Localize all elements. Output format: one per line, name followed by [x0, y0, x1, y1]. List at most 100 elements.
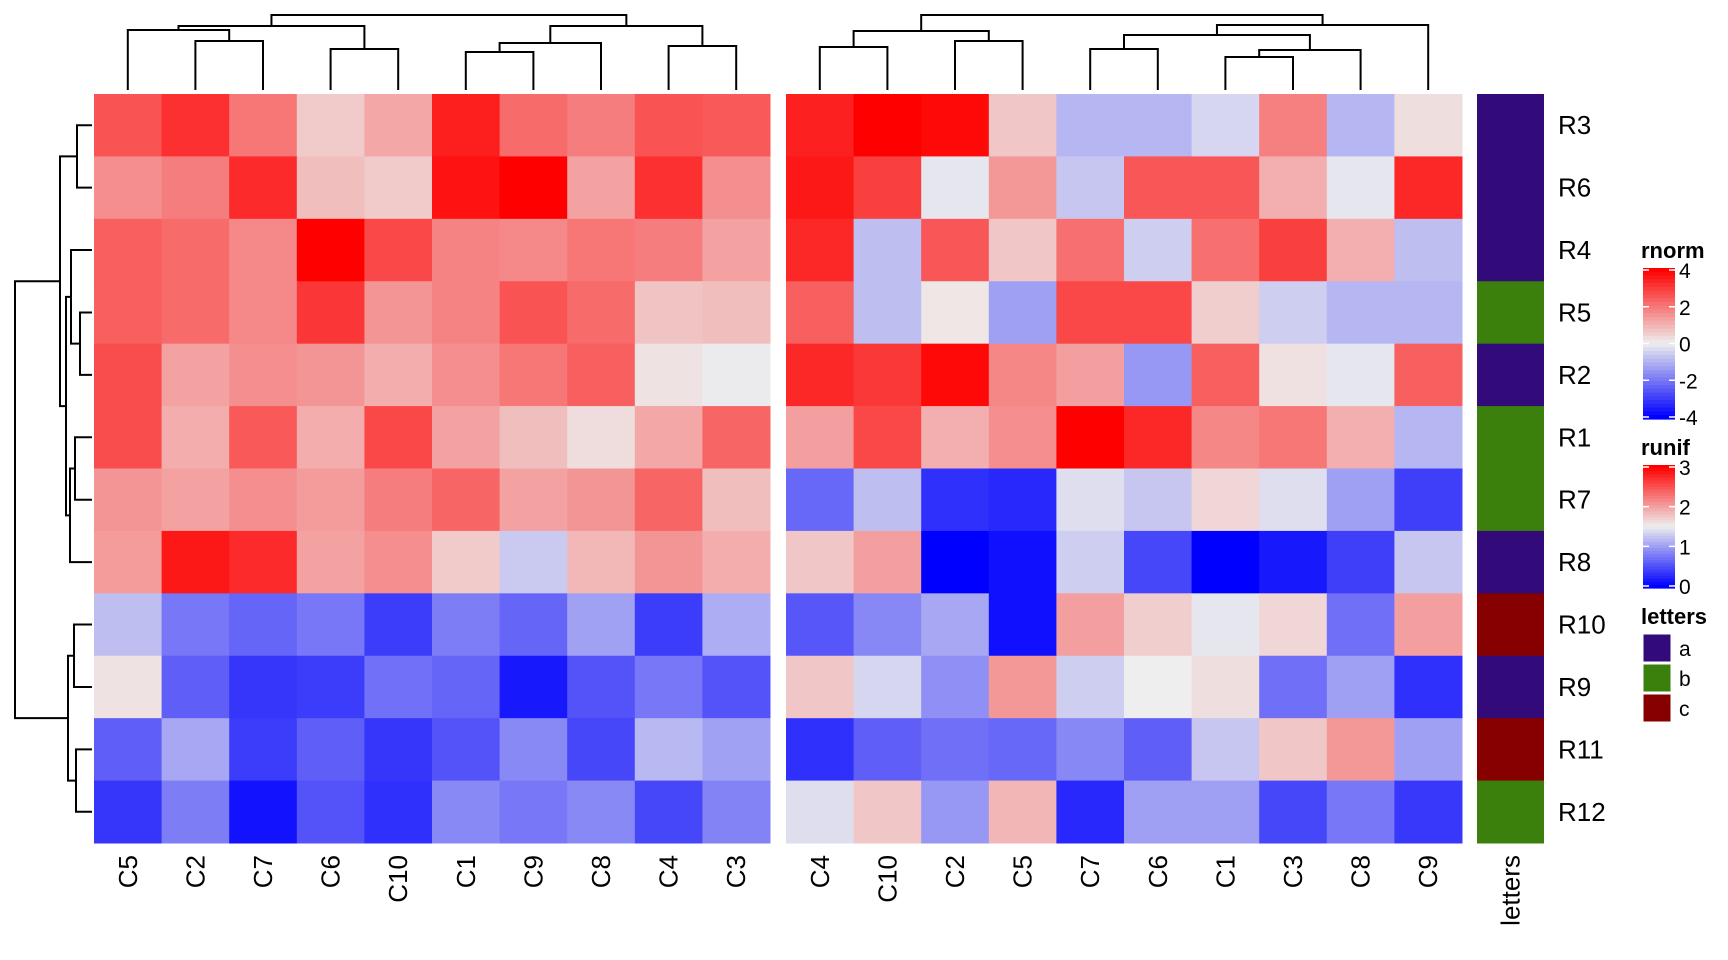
heatmap-cell — [853, 530, 922, 594]
column-label: C10 — [383, 855, 413, 903]
heatmap-cell — [296, 406, 365, 469]
annotation-cell — [1477, 218, 1544, 282]
heatmap-cell — [499, 343, 568, 407]
heatmap-cell — [988, 468, 1057, 532]
column-label: C7 — [248, 855, 278, 888]
heatmap-cell — [634, 468, 703, 532]
heatmap-cell — [702, 406, 771, 469]
heatmap-cell — [432, 94, 501, 157]
heatmap-cell — [1056, 343, 1125, 407]
legend-tick: 0 — [1679, 576, 1691, 599]
heatmap-cell — [94, 343, 163, 407]
column-label: C6 — [1143, 855, 1173, 888]
legend-title-rnorm: rnorm — [1641, 238, 1705, 263]
heatmap-cell — [432, 406, 501, 469]
heatmap-cell — [1259, 94, 1328, 157]
column-label: C2 — [180, 855, 210, 888]
row-label: R8 — [1558, 547, 1591, 577]
heatmap-cell — [1326, 718, 1395, 782]
heatmap-cell — [94, 94, 163, 157]
heatmap-cell — [786, 718, 855, 782]
heatmap-cell — [499, 780, 568, 844]
heatmap-cell — [702, 655, 771, 719]
heatmap-cell — [364, 343, 433, 407]
heatmap-cell — [432, 593, 501, 657]
row-dendrogram — [14, 124, 92, 813]
heatmap-cell — [921, 94, 990, 157]
heatmap-cell — [1191, 655, 1260, 719]
heatmap-cell — [1056, 530, 1125, 594]
heatmap-cell — [364, 281, 433, 345]
column-label: C3 — [1278, 855, 1308, 888]
column-label: C6 — [316, 855, 346, 888]
heatmap-cell — [94, 156, 163, 220]
heatmap-cell — [432, 218, 501, 282]
heatmap-cell — [432, 156, 501, 220]
heatmap-cell — [1191, 593, 1260, 657]
heatmap-cell — [634, 94, 703, 157]
heatmap-cell — [921, 655, 990, 719]
heatmap-cell — [364, 780, 433, 844]
heatmap-cell — [634, 218, 703, 282]
annotation-cell — [1477, 281, 1544, 345]
heatmap-cell — [921, 718, 990, 782]
heatmap-cell — [1394, 281, 1463, 345]
row-label: R7 — [1558, 485, 1591, 515]
row-label: R1 — [1558, 422, 1591, 452]
heatmap-cell — [229, 655, 298, 719]
heatmap-cell — [229, 468, 298, 532]
heatmap-cell — [161, 718, 230, 782]
heatmap-cell — [499, 655, 568, 719]
column-label: C8 — [586, 855, 616, 888]
heatmap-cell — [1124, 655, 1193, 719]
column-label: C1 — [451, 855, 481, 888]
column-label: C4 — [805, 855, 835, 888]
heatmap-cell — [921, 281, 990, 345]
heatmap-cell — [296, 718, 365, 782]
heatmap-cell — [1394, 406, 1463, 469]
heatmap-cell — [634, 655, 703, 719]
heatmap-cell — [296, 281, 365, 345]
column-dendrogram-right — [818, 14, 1430, 90]
heatmap-cell — [1326, 468, 1395, 532]
heatmap-cell — [1326, 406, 1395, 469]
heatmap-cell — [921, 780, 990, 844]
heatmap-cell — [364, 655, 433, 719]
heatmap-cell — [1259, 468, 1328, 532]
heatmap-cell — [161, 343, 230, 407]
heatmap-cell — [499, 94, 568, 157]
heatmap-cell — [786, 281, 855, 345]
heatmap-cell — [786, 406, 855, 469]
row-label: R6 — [1558, 173, 1591, 203]
heatmap-cell — [229, 530, 298, 594]
heatmap-cell — [1056, 593, 1125, 657]
heatmap-cell — [364, 218, 433, 282]
heatmap-cell — [1259, 593, 1328, 657]
column-dendrogram-left — [126, 14, 738, 90]
heatmap-cell — [229, 593, 298, 657]
row-label: R4 — [1558, 235, 1591, 265]
heatmap-cell — [94, 468, 163, 532]
heatmap-cell — [567, 94, 636, 157]
annotation-cell — [1477, 530, 1544, 594]
annotation-cell — [1477, 655, 1544, 719]
heatmap-cell — [634, 530, 703, 594]
heatmap-cell — [1259, 281, 1328, 345]
heatmap-cell — [161, 156, 230, 220]
heatmap-cell — [853, 780, 922, 844]
heatmap-cell — [1124, 593, 1193, 657]
legend-tick: 1 — [1679, 536, 1691, 559]
heatmap-cell — [1124, 468, 1193, 532]
legend-tick: -2 — [1679, 370, 1698, 393]
heatmap-cell — [161, 406, 230, 469]
heatmap-cell — [364, 530, 433, 594]
heatmap-cell — [1124, 780, 1193, 844]
heatmap-cell — [1394, 156, 1463, 220]
heatmap-cell — [567, 343, 636, 407]
heatmap-cell — [1124, 718, 1193, 782]
legend-swatch-c — [1642, 693, 1672, 723]
heatmap-cell — [702, 718, 771, 782]
heatmap-cell — [229, 780, 298, 844]
heatmap-cell — [1259, 718, 1328, 782]
heatmap-cell — [634, 281, 703, 345]
